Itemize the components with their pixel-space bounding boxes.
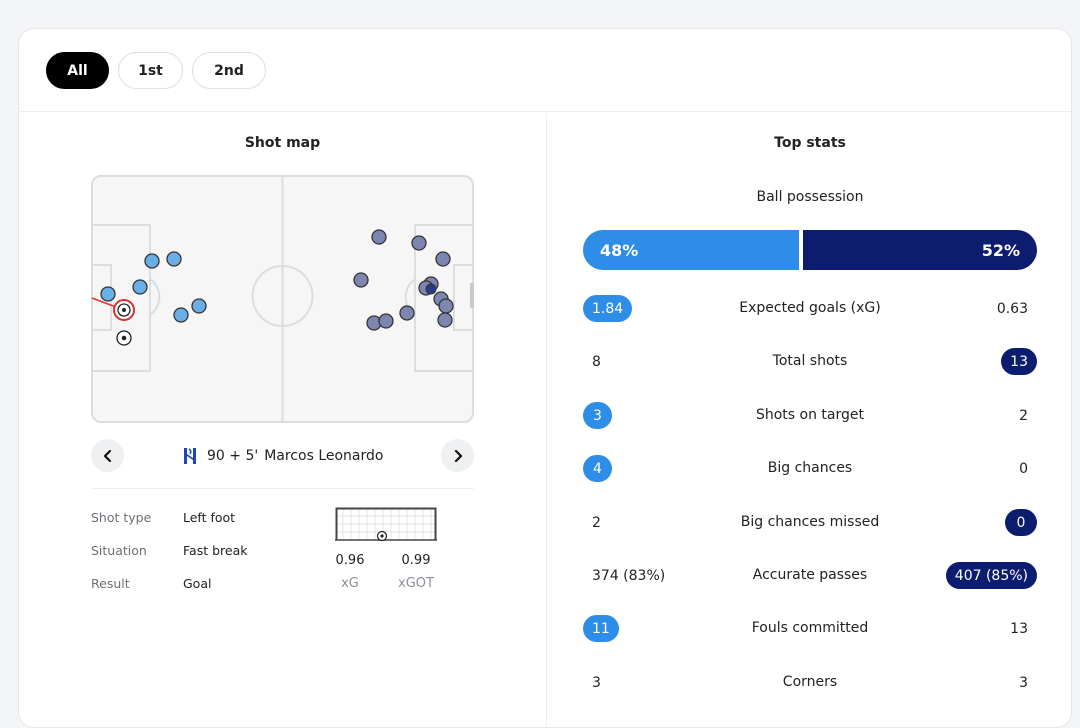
shot-marker	[438, 298, 454, 314]
shot-navigator: 90 + 5' Marcos Leonardo	[91, 439, 474, 473]
shot-type-value: Left foot	[183, 510, 236, 525]
shot-marker	[378, 313, 394, 329]
stat-away-value: 13	[1001, 348, 1037, 375]
period-tab-1st[interactable]: 1st	[118, 52, 183, 89]
stat-away-value: 13	[1010, 620, 1028, 637]
stat-away-value: 3	[1019, 674, 1028, 691]
home-penalty-arc	[149, 278, 161, 316]
possession-bar: 48% 52%	[583, 230, 1037, 270]
possession-home: 48%	[583, 230, 799, 270]
chevron-left-icon	[103, 449, 111, 462]
shot-marker	[166, 251, 182, 267]
goal-frame-graphic	[335, 507, 437, 541]
shot-marker	[132, 279, 148, 295]
selected-shot-label: 90 + 5' Marcos Leonardo	[181, 446, 383, 466]
period-tab-all[interactable]: All	[46, 52, 109, 89]
shot-marker	[371, 229, 387, 245]
stat-name: Shots on target	[755, 407, 864, 423]
shot-detail-divider	[91, 488, 474, 489]
stat-home-value: 8	[592, 353, 601, 370]
shot-player-name: Marcos Leonardo	[264, 448, 384, 464]
xgot-value: 0.99	[401, 553, 431, 568]
shot-marker	[144, 253, 160, 269]
xg-value: 0.96	[335, 553, 365, 568]
stat-row: Fouls committed 11 13	[583, 613, 1037, 643]
shot-map-pitch	[91, 175, 474, 423]
shot-map-title: Shot map	[244, 135, 321, 151]
top-stats-title: Top stats	[774, 135, 846, 151]
stat-away-value: 0.63	[996, 300, 1028, 317]
shot-marker	[100, 286, 116, 302]
match-stats-card: All 1st 2nd Shot map	[18, 28, 1072, 728]
previous-shot-button[interactable]	[91, 439, 124, 472]
shot-marker	[173, 307, 189, 323]
stat-row: Big chances 4 0	[583, 453, 1037, 483]
shot-marker	[435, 251, 451, 267]
xgot-label: xGOT	[398, 576, 434, 591]
shot-marker-on-target	[425, 283, 437, 295]
stat-name: Expected goals (xG)	[739, 300, 881, 316]
stat-away-value: 0	[1019, 460, 1028, 477]
period-tab-2nd[interactable]: 2nd	[192, 52, 266, 89]
stat-away-value: 407 (85%)	[945, 562, 1037, 589]
xg-label: xG	[341, 576, 359, 591]
situation-value: Fast break	[183, 543, 248, 558]
stat-home-value: 4	[583, 455, 612, 482]
stat-name: Corners	[782, 674, 838, 690]
xg-stat: 0.96 xG	[330, 553, 370, 591]
stat-name: Fouls committed	[751, 620, 869, 636]
stat-name: Total shots	[772, 353, 848, 369]
stat-row: Big chances missed 2 0	[583, 507, 1037, 537]
situation-label: Situation	[91, 543, 147, 558]
stat-row: Expected goals (xG) 1.84 0.63	[583, 293, 1037, 323]
possession-away: 52%	[803, 230, 1037, 270]
stat-name: Accurate passes	[752, 567, 868, 583]
stat-name: Big chances missed	[740, 514, 880, 530]
stat-home-value: 11	[583, 615, 619, 642]
stat-home-value: 1.84	[583, 295, 633, 322]
stat-home-value: 374 (83%)	[592, 567, 666, 584]
stat-home-value: 3	[592, 674, 601, 691]
shot-minute: 90 + 5'	[207, 448, 259, 464]
al-hilal-logo-icon	[184, 448, 196, 464]
stat-row: Corners 3 3	[583, 667, 1037, 697]
next-shot-button[interactable]	[441, 439, 474, 472]
stat-row: Accurate passes 374 (83%) 407 (85%)	[583, 560, 1037, 590]
result-label: Result	[91, 576, 130, 591]
stat-row: Total shots 8 13	[583, 346, 1037, 376]
shot-marker	[353, 272, 369, 288]
stat-away-value: 0	[1005, 509, 1037, 536]
stat-home-value: 3	[583, 402, 612, 429]
shot-type-label: Shot type	[91, 510, 152, 525]
result-value: Goal	[183, 576, 212, 591]
top-stats-panel: Top stats Ball possession 48% 52% Expect…	[546, 113, 1071, 727]
shot-marker	[411, 235, 427, 251]
period-selector: All 1st 2nd	[19, 29, 1071, 112]
stat-home-value: 2	[592, 514, 601, 531]
away-goal	[470, 283, 474, 308]
shot-marker	[399, 305, 415, 321]
possession-label: Ball possession	[756, 189, 864, 205]
shot-marker	[191, 298, 207, 314]
shot-map-panel: Shot map	[19, 113, 546, 727]
stat-name: Big chances	[767, 460, 853, 476]
center-circle	[251, 265, 314, 327]
shot-marker	[437, 312, 453, 328]
xgot-stat: 0.99 xGOT	[396, 553, 436, 591]
chevron-right-icon	[454, 449, 462, 462]
stat-row: Shots on target 3 2	[583, 400, 1037, 430]
stat-away-value: 2	[1019, 407, 1028, 424]
